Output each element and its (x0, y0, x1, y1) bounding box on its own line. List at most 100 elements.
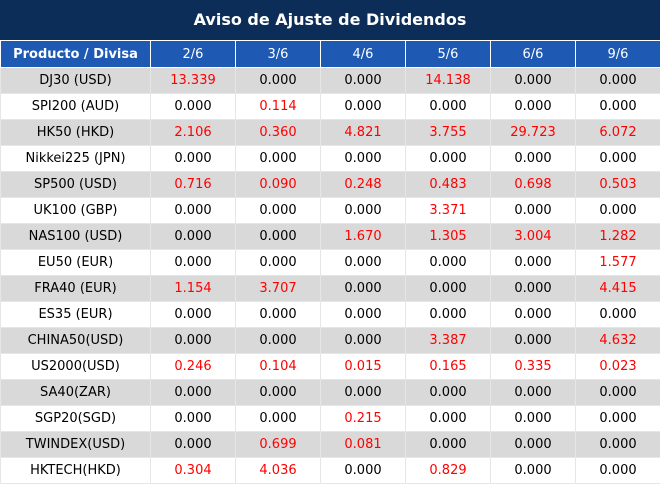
dividend-value-cell: 0.114 (236, 94, 321, 120)
dividend-value-cell: 3.371 (406, 198, 491, 224)
dividend-value-cell: 0.000 (321, 68, 406, 94)
dividend-value-cell: 0.246 (151, 354, 236, 380)
dividend-value-cell: 3.004 (491, 224, 576, 250)
dividend-value-cell: 0.000 (321, 250, 406, 276)
dividend-value-cell: 0.090 (236, 172, 321, 198)
dividend-value-cell: 0.000 (321, 302, 406, 328)
column-header-date: 5/6 (406, 41, 491, 68)
dividend-value-cell: 0.000 (491, 276, 576, 302)
dividend-value-cell: 0.000 (576, 68, 660, 94)
dividend-value-cell: 0.000 (321, 458, 406, 484)
product-cell: SGP20(SGD) (1, 406, 151, 432)
dividend-value-cell: 0.000 (406, 276, 491, 302)
page-title: Aviso de Ajuste de Dividendos (0, 0, 660, 40)
dividend-value-cell: 0.000 (321, 380, 406, 406)
dividend-value-cell: 0.000 (151, 380, 236, 406)
dividend-value-cell: 0.000 (491, 328, 576, 354)
dividend-value-cell: 4.036 (236, 458, 321, 484)
dividend-value-cell: 0.000 (151, 224, 236, 250)
dividend-value-cell: 0.000 (236, 250, 321, 276)
column-header-date: 2/6 (151, 41, 236, 68)
dividend-value-cell: 0.000 (576, 432, 660, 458)
dividend-value-cell: 0.000 (406, 250, 491, 276)
dividend-value-cell: 0.699 (236, 432, 321, 458)
dividend-value-cell: 0.000 (406, 432, 491, 458)
dividend-value-cell: 3.755 (406, 120, 491, 146)
dividend-value-cell: 0.000 (491, 432, 576, 458)
dividend-value-cell: 0.000 (406, 94, 491, 120)
dividend-value-cell: 0.000 (236, 328, 321, 354)
dividend-value-cell: 0.000 (491, 458, 576, 484)
dividend-value-cell: 0.000 (151, 250, 236, 276)
dividend-value-cell: 0.000 (491, 68, 576, 94)
dividend-value-cell: 0.000 (321, 198, 406, 224)
dividend-value-cell: 0.000 (236, 406, 321, 432)
dividend-value-cell: 0.716 (151, 172, 236, 198)
dividend-value-cell: 0.503 (576, 172, 660, 198)
dividend-value-cell: 0.829 (406, 458, 491, 484)
dividend-value-cell: 4.415 (576, 276, 660, 302)
product-cell: CHINA50(USD) (1, 328, 151, 354)
dividend-value-cell: 3.387 (406, 328, 491, 354)
product-cell: SA40(ZAR) (1, 380, 151, 406)
dividend-value-cell: 0.000 (491, 406, 576, 432)
product-cell: Nikkei225 (JPN) (1, 146, 151, 172)
dividend-value-cell: 0.000 (491, 94, 576, 120)
dividend-value-cell: 0.000 (321, 146, 406, 172)
dividend-value-cell: 0.081 (321, 432, 406, 458)
product-cell: FRA40 (EUR) (1, 276, 151, 302)
product-cell: HK50 (HKD) (1, 120, 151, 146)
dividend-value-cell: 4.632 (576, 328, 660, 354)
product-cell: US2000(USD) (1, 354, 151, 380)
dividend-value-cell: 0.000 (491, 380, 576, 406)
dividend-value-cell: 0.000 (236, 224, 321, 250)
dividend-value-cell: 2.106 (151, 120, 236, 146)
product-cell: SPI200 (AUD) (1, 94, 151, 120)
product-cell: EU50 (EUR) (1, 250, 151, 276)
dividend-value-cell: 0.000 (236, 68, 321, 94)
dividend-value-cell: 0.000 (151, 146, 236, 172)
dividend-value-cell: 0.000 (151, 198, 236, 224)
dividend-value-cell: 0.360 (236, 120, 321, 146)
dividend-value-cell: 29.723 (491, 120, 576, 146)
dividend-value-cell: 0.000 (236, 380, 321, 406)
dividend-value-cell: 0.000 (576, 302, 660, 328)
table-header-row: Producto / Divisa 2/6 3/6 4/6 5/6 6/6 9/… (1, 41, 660, 68)
product-cell: TWINDEX(USD) (1, 432, 151, 458)
dividend-value-cell: 0.000 (576, 198, 660, 224)
dividend-value-cell: 1.577 (576, 250, 660, 276)
product-cell: ES35 (EUR) (1, 302, 151, 328)
column-header-date: 9/6 (576, 41, 660, 68)
dividend-value-cell: 0.023 (576, 354, 660, 380)
product-cell: HKTECH(HKD) (1, 458, 151, 484)
dividend-value-cell: 0.248 (321, 172, 406, 198)
dividend-value-cell: 0.000 (151, 406, 236, 432)
dividend-value-cell: 1.154 (151, 276, 236, 302)
column-header-date: 6/6 (491, 41, 576, 68)
dividend-value-cell: 0.000 (406, 302, 491, 328)
column-header-product: Producto / Divisa (1, 41, 151, 68)
dividend-value-cell: 0.483 (406, 172, 491, 198)
dividend-value-cell: 1.670 (321, 224, 406, 250)
dividend-value-cell: 3.707 (236, 276, 321, 302)
dividend-value-cell: 0.000 (491, 250, 576, 276)
dividend-value-cell: 0.015 (321, 354, 406, 380)
product-cell: UK100 (GBP) (1, 198, 151, 224)
dividend-value-cell: 0.000 (406, 406, 491, 432)
dividend-value-cell: 0.000 (491, 146, 576, 172)
dividend-value-cell: 0.000 (151, 328, 236, 354)
dividend-value-cell: 0.335 (491, 354, 576, 380)
dividend-value-cell: 0.000 (236, 302, 321, 328)
dividend-value-cell: 0.000 (576, 380, 660, 406)
product-cell: SP500 (USD) (1, 172, 151, 198)
